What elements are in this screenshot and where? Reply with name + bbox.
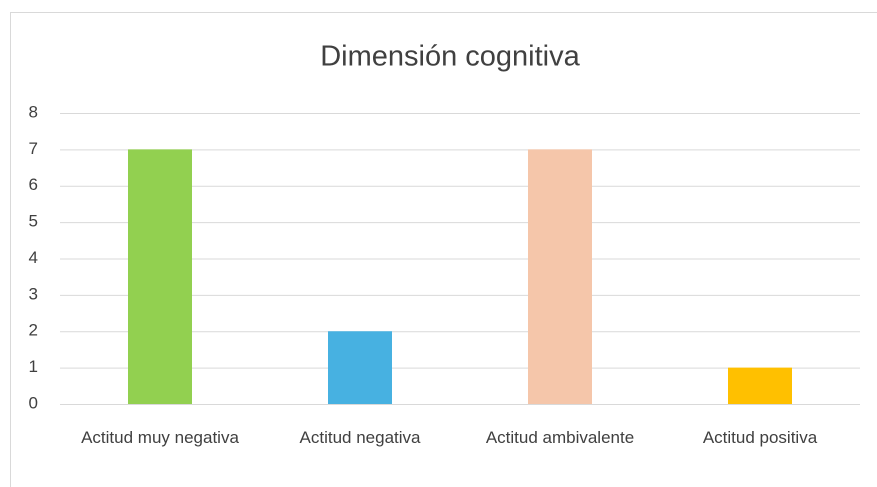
chart-title: Dimensión cognitiva <box>320 41 580 73</box>
y-tick-label: 1 <box>29 357 38 376</box>
y-tick-label: 7 <box>29 139 38 158</box>
bar <box>528 149 592 404</box>
x-tick-label: Actitud ambivalente <box>485 428 635 447</box>
y-tick-label: 2 <box>29 321 38 340</box>
y-tick-label: 6 <box>29 175 38 194</box>
y-tick-label: 8 <box>29 102 38 121</box>
y-tick-label: 3 <box>29 284 38 303</box>
x-tick-label: Actitud muy negativa <box>81 428 239 447</box>
x-tick-label: Actitud positiva <box>702 428 818 447</box>
chart-border <box>10 12 877 487</box>
bar <box>728 367 792 404</box>
x-tick-label: Actitud negativa <box>299 428 421 447</box>
bar <box>328 331 392 404</box>
y-tick-label: 4 <box>29 248 38 267</box>
y-tick-label: 5 <box>29 212 38 231</box>
y-tick-label: 0 <box>29 393 38 412</box>
bar <box>128 149 192 404</box>
